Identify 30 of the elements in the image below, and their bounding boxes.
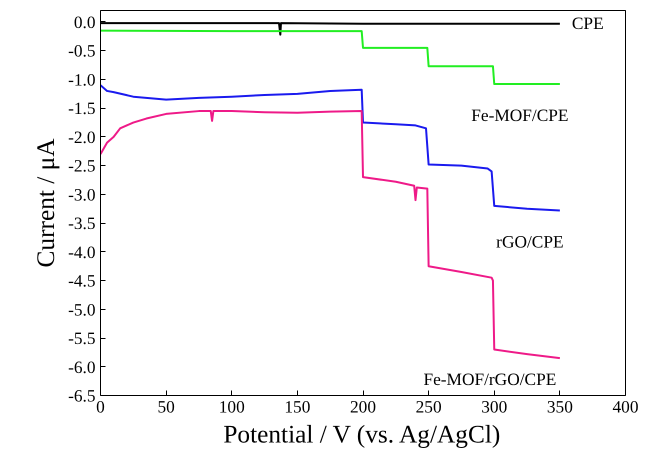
y-tick-label: -1.0 (68, 70, 96, 90)
x-tick-label: 250 (416, 398, 442, 416)
y-tick-label: -6.0 (68, 358, 96, 377)
series-label: CPE (572, 14, 604, 34)
x-tick-label: 400 (612, 398, 639, 416)
x-tick-label: 300 (481, 398, 508, 416)
x-tick-label: 50 (157, 398, 175, 416)
x-axis-title: Potential / V (vs. Ag/AgCl) (223, 420, 500, 448)
y-tick-label: -6.5 (68, 386, 96, 406)
x-tick-label: 200 (350, 398, 376, 416)
y-tick-label: -3.5 (68, 214, 96, 234)
y-tick-label: -4.0 (68, 242, 96, 262)
y-tick-label: -3.0 (68, 185, 96, 204)
series-label: Fe-MOF/rGO/CPE (423, 370, 556, 390)
y-tick-label: 0.0 (74, 12, 96, 32)
y-tick-label: -5.5 (68, 329, 96, 348)
y-tick-label: -5.0 (68, 300, 96, 320)
series-label: rGO/CPE (496, 232, 564, 252)
y-tick-label: -1.5 (68, 99, 96, 118)
x-tick-label: 0 (96, 398, 105, 416)
series-label: Fe-MOF/CPE (471, 106, 569, 126)
x-tick-label: 100 (218, 398, 245, 416)
y-tick-label: -2.0 (68, 128, 96, 147)
x-tick-label: 150 (284, 398, 310, 416)
y-axis-title: Current / μA (32, 138, 60, 268)
y-tick-label: -0.5 (68, 42, 96, 61)
y-tick-label: -2.5 (68, 156, 96, 176)
x-tick-label: 350 (546, 398, 573, 416)
y-tick-label: -4.5 (68, 272, 96, 291)
line-series (100, 30, 561, 86)
